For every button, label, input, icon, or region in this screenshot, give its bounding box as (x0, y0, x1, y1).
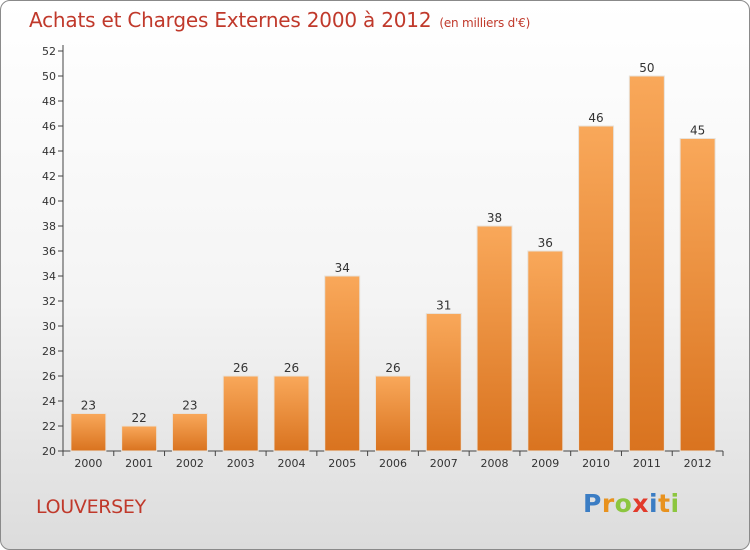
y-tick-label: 48 (42, 95, 56, 108)
bars (70, 75, 716, 452)
data-label: 50 (639, 61, 654, 75)
logo-letter: r (601, 489, 615, 518)
x-tick-label: 2012 (684, 457, 712, 470)
data-label: 36 (538, 236, 553, 250)
data-label: 26 (385, 361, 400, 375)
bar (628, 75, 665, 452)
data-label: 31 (436, 299, 451, 313)
y-tick-label: 40 (42, 195, 56, 208)
x-tick-label: 2011 (633, 457, 661, 470)
x-tick-label: 2003 (227, 457, 255, 470)
y-tick-label: 32 (42, 295, 56, 308)
data-label: 23 (182, 399, 197, 413)
y-tick-label: 38 (42, 220, 56, 233)
x-tick-label: 2005 (328, 457, 356, 470)
y-tick-label: 28 (42, 345, 56, 358)
y-tick-label: 24 (42, 395, 56, 408)
data-labels: 23 22 23 26 26 34 26 31 38 36 46 50 45 (81, 61, 706, 425)
data-label: 34 (335, 261, 350, 275)
chart-unit: (en milliers d'€) (439, 16, 531, 30)
bar (527, 250, 564, 452)
bar (70, 413, 107, 452)
chart-title: Achats et Charges Externes 2000 à 2012 (e… (29, 8, 530, 32)
x-tick-label: 2006 (379, 457, 407, 470)
y-tick-label: 26 (42, 370, 56, 383)
bar (222, 375, 259, 452)
y-tick-label: 34 (42, 270, 56, 283)
y-tick-label: 22 (42, 420, 56, 433)
x-tick-label: 2010 (582, 457, 610, 470)
bar (425, 313, 462, 452)
bar (171, 413, 208, 452)
bar (476, 225, 513, 452)
logo-letter: o (614, 489, 633, 518)
y-tick-label: 30 (42, 320, 56, 333)
x-tick-label: 2001 (125, 457, 153, 470)
logo-letter: x (632, 489, 649, 518)
x-tick-label: 2002 (176, 457, 204, 470)
x-tick-label: 2000 (74, 457, 102, 470)
y-tick-label: 36 (42, 245, 56, 258)
bar (375, 375, 411, 452)
x-tick-label: 2007 (430, 457, 458, 470)
proxiti-logo: Proxiti (583, 489, 680, 518)
data-label: 26 (284, 361, 299, 375)
title-text: Achats et Charges Externes 2000 à 2012 (29, 8, 432, 32)
data-label: 26 (233, 361, 248, 375)
data-label: 23 (81, 399, 96, 413)
commune-name: LOUVERSEY (36, 496, 146, 518)
data-label: 45 (690, 124, 705, 138)
logo-letter: i (670, 489, 680, 518)
y-tick-label: 50 (42, 70, 56, 83)
y-tick-label: 42 (42, 170, 56, 183)
x-tick-label: 2008 (481, 457, 509, 470)
logo-letter: P (583, 489, 602, 518)
y-tick-label: 46 (42, 120, 56, 133)
bar (578, 125, 615, 452)
logo-letter: t (658, 489, 671, 518)
logo-letter: i (649, 489, 659, 518)
bar (679, 138, 716, 452)
y-tick-label: 52 (42, 45, 56, 58)
y-axis: 20 22 24 26 28 30 32 34 36 38 40 42 44 46 48 50 52 (42, 45, 64, 458)
bar (324, 275, 361, 452)
x-tick-label: 2009 (531, 457, 559, 470)
x-axis: 2000 2001 2002 2003 2004 2005 2006 2007 2008 2009… (62, 450, 724, 470)
bar (121, 425, 158, 452)
y-tick-label: 44 (42, 145, 56, 158)
data-label: 38 (487, 211, 502, 225)
data-label: 46 (588, 111, 603, 125)
bar (273, 375, 310, 452)
y-tick-label: 20 (42, 445, 56, 458)
x-tick-label: 2004 (277, 457, 305, 470)
data-label: 22 (132, 411, 147, 425)
